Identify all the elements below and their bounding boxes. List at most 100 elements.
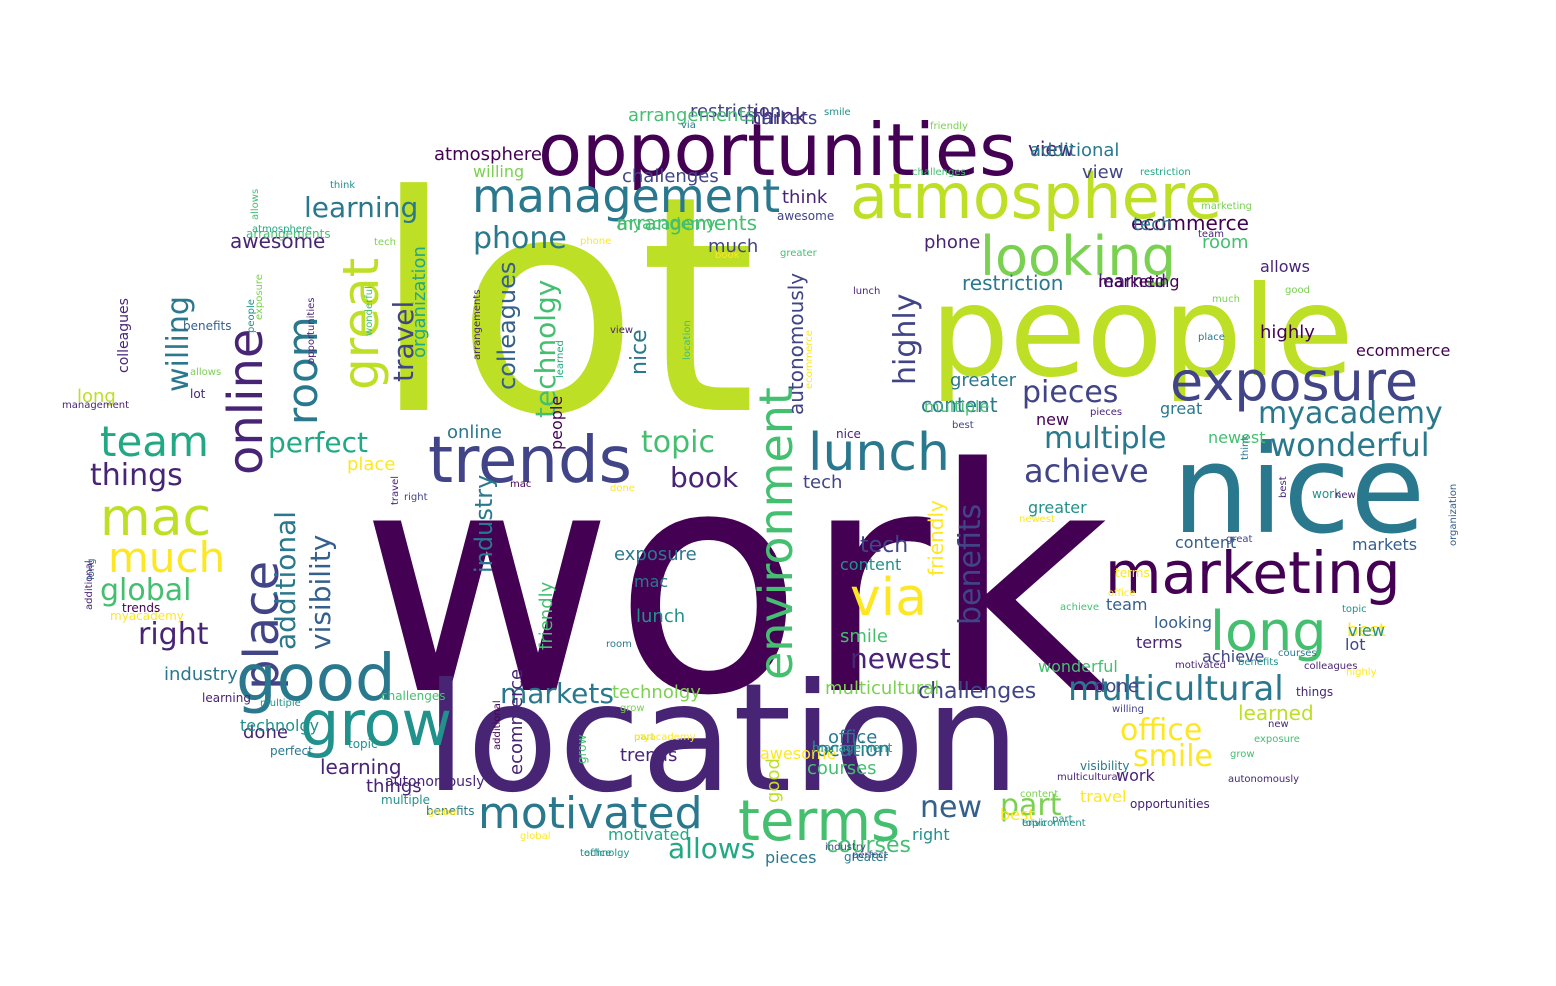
- word-good: good: [1285, 285, 1310, 296]
- word-multicultural: multicultural: [825, 678, 939, 699]
- word-markets: markets: [500, 677, 614, 710]
- word-lunch: lunch: [853, 286, 880, 297]
- word-work: work: [360, 403, 1110, 764]
- word-willing: willing: [161, 296, 196, 392]
- word-multiple: multiple: [1044, 421, 1167, 456]
- word-via: via: [850, 568, 927, 628]
- word-great: great: [1160, 399, 1202, 418]
- word-atmosphere: atmosphere: [252, 224, 312, 235]
- word-willing: willing: [1112, 704, 1144, 715]
- word-wonderful: wonderful: [364, 286, 375, 336]
- word-friendly: friendly: [930, 121, 968, 132]
- word-much: much: [1212, 294, 1240, 305]
- word-learning: learning: [202, 691, 251, 705]
- word-office: office: [1108, 588, 1135, 599]
- word-benefits: benefits: [426, 804, 475, 818]
- word-tech: tech: [1133, 214, 1172, 235]
- word-multiple: multiple: [260, 698, 301, 709]
- word-best: best: [952, 420, 974, 431]
- word-motivated: motivated: [608, 825, 690, 844]
- word-industry: industry: [470, 475, 498, 573]
- word-environment: environment: [749, 387, 803, 680]
- word-think: think: [782, 187, 828, 208]
- word-room: room: [278, 316, 327, 425]
- word-book: book: [670, 461, 739, 494]
- word-benefits: benefits: [953, 504, 988, 625]
- word-perfect: perfect: [852, 850, 888, 861]
- word-learned: learned: [555, 340, 566, 378]
- word-benefits: benefits: [183, 319, 232, 333]
- word-lot: lot: [190, 387, 206, 401]
- word-awesome: awesome: [230, 229, 325, 253]
- word-things: things: [366, 776, 422, 797]
- word-ecommerce: ecommerce: [804, 330, 815, 389]
- word-awesome: awesome: [760, 744, 836, 763]
- word-part: part: [634, 732, 655, 743]
- word-greater: greater: [950, 370, 1017, 391]
- word-highly: highly: [888, 294, 923, 386]
- word-smile: smile: [824, 107, 851, 118]
- word-motivated: motivated: [478, 788, 703, 839]
- word-right: right: [912, 825, 950, 844]
- word-mac: mac: [510, 479, 531, 490]
- word-allows: allows: [190, 367, 221, 378]
- word-place: place: [234, 561, 290, 690]
- word-management: management: [62, 400, 129, 411]
- word-long: long: [1210, 600, 1327, 663]
- word-grow: grow: [575, 734, 589, 764]
- word-office: office: [1120, 713, 1202, 748]
- word-highly: highly: [1346, 667, 1377, 678]
- word-trends: trends: [620, 745, 677, 766]
- word-cloud-words: worklotlocationpeopleniceopportunitiestr…: [62, 101, 1459, 867]
- word-newest: newest: [1208, 428, 1266, 447]
- word-nice: nice: [627, 329, 652, 375]
- word-part: part: [1000, 788, 1062, 823]
- word-pieces: pieces: [1090, 407, 1122, 418]
- word-think: think: [1240, 435, 1251, 460]
- word-achieve: achieve: [1060, 602, 1099, 613]
- word-highly: highly: [1260, 322, 1315, 343]
- word-marketing: marketing: [1105, 539, 1401, 607]
- word-topic: topic: [1342, 604, 1367, 615]
- word-myacademy: myacademy: [617, 214, 716, 233]
- word-learning: learning: [304, 191, 418, 224]
- word-tech: tech: [803, 472, 842, 493]
- word-management: management: [472, 169, 780, 223]
- word-much: much: [108, 533, 225, 582]
- word-done: done: [1094, 676, 1139, 697]
- word-organization: organization: [1448, 484, 1459, 546]
- word-view: view: [1082, 162, 1123, 183]
- word-environment: environment: [1022, 818, 1086, 829]
- word-team: team: [1106, 595, 1148, 614]
- word-looking: looking: [1154, 613, 1212, 632]
- word-new: new: [1268, 719, 1289, 730]
- word-global: global: [520, 831, 551, 842]
- word-allows: allows: [1260, 257, 1310, 276]
- word-autonomously: autonomously: [784, 273, 808, 415]
- word-topic: topic: [348, 737, 378, 751]
- word-challenges: challenges: [912, 167, 966, 178]
- word-friendly: friendly: [924, 500, 948, 576]
- word-willing: willing: [473, 162, 524, 181]
- word-courses: courses: [826, 833, 911, 858]
- word-long: long: [86, 558, 97, 580]
- word-opportunities: opportunities: [1130, 797, 1210, 811]
- word-additional: additional: [84, 560, 95, 610]
- word-work: work: [1116, 766, 1155, 785]
- word-done: done: [610, 483, 635, 494]
- word-courses: courses: [1278, 648, 1317, 659]
- word-trends: trends: [122, 601, 160, 615]
- word-place: place: [1198, 332, 1225, 343]
- word-mac: mac: [634, 572, 668, 591]
- word-challenges: challenges: [918, 679, 1036, 704]
- word-technolgy: technolgy: [529, 280, 562, 418]
- word-phone: phone: [924, 232, 980, 253]
- word-travel: travel: [1080, 787, 1126, 806]
- word-lunch: lunch: [808, 423, 950, 483]
- word-grow: grow: [1230, 749, 1255, 760]
- word-team: team: [1198, 229, 1224, 240]
- word-exposure: exposure: [1254, 734, 1300, 745]
- word-technolgy: technolgy: [580, 848, 629, 859]
- word-challenges: challenges: [622, 166, 719, 187]
